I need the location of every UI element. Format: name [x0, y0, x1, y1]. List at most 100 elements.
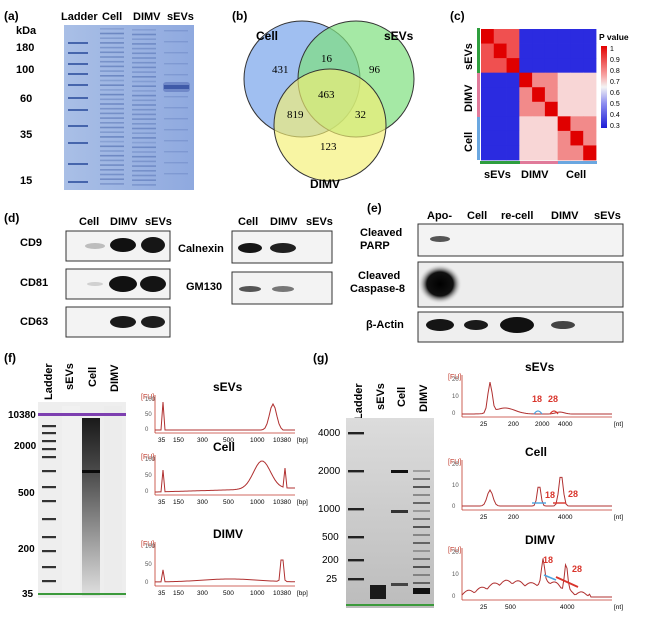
- peak-18-marker: [533, 410, 543, 415]
- heatmap-cell: [583, 43, 597, 59]
- trace-line-cell-g: [462, 476, 612, 507]
- y-tick: 0: [452, 504, 456, 510]
- x-tick: 200: [508, 421, 519, 428]
- legend-tick: 0.6: [610, 90, 620, 97]
- legend-tick: 0.9: [610, 57, 620, 64]
- dimv-band: [132, 85, 156, 87]
- ladder-band: [348, 578, 364, 581]
- x-tick: 35: [158, 499, 166, 506]
- f-tick-200: 200: [18, 544, 35, 555]
- heatmap-cell: [583, 130, 597, 146]
- ladder-band: [42, 566, 56, 569]
- heatmap-cell: [506, 29, 520, 44]
- y-tick: 20: [452, 462, 459, 468]
- heatmap-cell: [506, 87, 520, 103]
- count-cell-only: 431: [272, 64, 289, 76]
- heatmap-cell: [506, 145, 520, 161]
- dimv-band: [413, 518, 430, 520]
- heatmap-grid: [481, 29, 597, 161]
- cell-main-band: [82, 470, 100, 473]
- heatmap-cell: [481, 101, 495, 117]
- dimv-band: [132, 90, 156, 92]
- cell-band: [100, 28, 124, 30]
- count-cell-dimv: 819: [287, 109, 304, 121]
- cell-band: [100, 154, 124, 157]
- dimv-band: [132, 137, 156, 139]
- ladder-band: [348, 559, 364, 562]
- blot-label-gm130: GM130: [186, 281, 222, 293]
- heatmap-cell: [544, 72, 559, 88]
- ladder-band: [42, 470, 56, 473]
- x-tick: 1000: [250, 499, 265, 506]
- col-label-dimv: DIMV: [521, 169, 549, 181]
- e-lane-dimv: DIMV: [551, 210, 579, 222]
- ladder-band: [42, 518, 56, 521]
- x-tick: 2000: [535, 421, 550, 428]
- heatmap-cell: [557, 58, 571, 74]
- ladder-band: [42, 500, 56, 503]
- trace-cell-g: Cell [FU] 0 10 20 25 200 4000 [nt] 18 28: [448, 445, 623, 521]
- panel-a-label: (a): [4, 9, 19, 23]
- count-sevs-only: 96: [369, 64, 381, 76]
- sevs-band: [164, 107, 188, 109]
- fu-label: [FU]: [448, 459, 461, 466]
- g-tick-25: 25: [326, 574, 338, 585]
- trace-line-dimv-g: [461, 558, 612, 598]
- sevs-band: [370, 585, 386, 599]
- d-lane-dimv-r: DIMV: [270, 216, 298, 228]
- dimv-band: [413, 478, 430, 480]
- heatmap-cell: [481, 87, 495, 103]
- fu-label: [FU]: [448, 374, 461, 381]
- dimv-band: [413, 494, 430, 496]
- sevs-band: [164, 30, 188, 32]
- y-tick: 0: [452, 594, 456, 600]
- dimv-band: [132, 127, 156, 130]
- dimv-band: [413, 582, 430, 584]
- ladder-band: [42, 425, 56, 428]
- peak-28-label: 28: [548, 394, 558, 404]
- dimv-band: [132, 66, 156, 69]
- trace-line-sevs-f: [155, 401, 295, 431]
- heatmap-cell: [557, 72, 571, 88]
- dimv-band: [132, 123, 156, 125]
- ladder-band: [68, 42, 88, 44]
- dimv-band: [413, 526, 430, 528]
- e-row-parp: Cleaved PARP: [360, 227, 402, 252]
- ladder-band: [68, 52, 88, 54]
- sevs-band: [164, 151, 188, 153]
- e-lane-recell: re-cell: [501, 210, 533, 222]
- x-tick: 25: [480, 514, 488, 521]
- ladder-band: [68, 63, 88, 65]
- row-label-dimv: DIMV: [463, 84, 475, 112]
- legend-tick: 0.5: [610, 101, 620, 108]
- f-tick-2000: 2000: [14, 441, 37, 452]
- dimv-band: [132, 80, 156, 83]
- peak-18-marker: [543, 574, 557, 581]
- trace-title: Cell: [525, 445, 547, 459]
- count-sevs-dimv: 32: [355, 109, 366, 121]
- heatmap-cell: [570, 72, 584, 88]
- g-lane-dimv: DIMV: [418, 384, 430, 412]
- unit-label: [nt]: [614, 604, 623, 611]
- heatmap-cell: [519, 87, 533, 103]
- x-tick: 300: [197, 437, 208, 444]
- gel-image-g: [346, 418, 434, 608]
- dimv-band: [132, 113, 156, 116]
- cell-band: [100, 93, 124, 96]
- sevs-band: [164, 52, 188, 54]
- dimv-band: [413, 534, 430, 536]
- dimv-band: [132, 146, 156, 149]
- trace-line-dimv-f: [154, 559, 296, 583]
- sevs-band: [164, 129, 188, 131]
- cell-band: [100, 173, 124, 176]
- dimv-band: [132, 132, 156, 134]
- heatmap-cell: [570, 29, 584, 44]
- dimv-band: [132, 52, 156, 55]
- x-tick: 10380: [273, 437, 291, 444]
- venn-label-dimv: DIMV: [310, 177, 340, 191]
- dimv-band: [132, 38, 156, 40]
- cell-band: [100, 37, 124, 39]
- g-tick-4000: 4000: [318, 428, 341, 439]
- ladder-band: [348, 536, 364, 539]
